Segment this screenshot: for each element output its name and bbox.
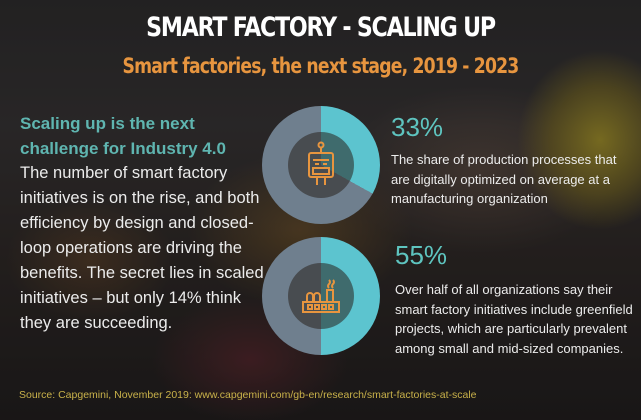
page-subtitle: Smart factories, the next stage, 2019 - … [122,54,520,78]
intro-body: The number of smart factory initiatives … [20,164,264,332]
stat-description-1: The share of production processes that a… [391,152,617,206]
factory-icon [302,279,340,313]
source-citation: Source: Capgemini, November 2019: www.ca… [19,389,477,401]
donut-center [288,132,354,198]
donut-center [288,263,354,329]
intro-heading: Scaling up is the next challenge for Ind… [20,114,226,158]
stat-description-2: Over half of all organizations say their… [395,282,633,356]
page-title: SMART FACTORY - SCALING UP [146,12,496,43]
stat-value-2: 55% [395,240,448,270]
stat-value-1: 33% [391,112,444,142]
donut-chart-55 [262,237,380,355]
donut-chart-33 [262,106,380,224]
robot-icon [308,141,334,185]
